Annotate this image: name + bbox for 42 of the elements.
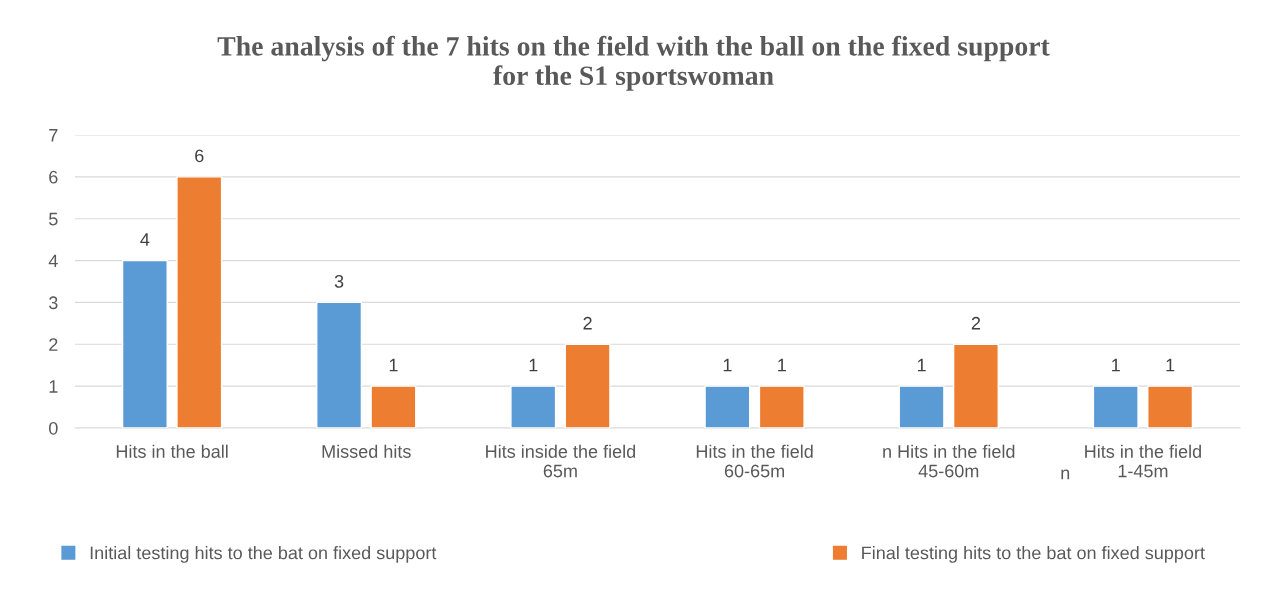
bar: [176, 176, 223, 428]
bar: [758, 385, 805, 428]
bar: [1147, 385, 1194, 428]
bar: [898, 385, 945, 428]
bar: [1092, 385, 1139, 428]
data-label: 2: [583, 316, 592, 330]
bar: [121, 259, 168, 428]
bar: [316, 301, 363, 428]
data-label: 1: [1166, 358, 1175, 372]
data-label: 3: [334, 274, 344, 288]
chart-title: The analysis of the 7 hits on the field with the ball on the fixed support for the S1 sportswoman: [217, 35, 1050, 91]
y-tick-label: 6: [49, 170, 58, 184]
bar: [510, 385, 557, 428]
bar: [564, 343, 611, 428]
data-label: 1: [389, 358, 398, 372]
legend-label: Final testing hits to the bat on fixed support: [862, 546, 1205, 563]
data-label: 6: [195, 149, 204, 163]
legend-label: Initial testing hits to the bat on fixed support: [90, 546, 437, 563]
text: n: [1061, 469, 1070, 480]
data-label: 1: [778, 358, 786, 372]
x-tick-label: Missed hits: [322, 444, 411, 458]
bar: [952, 343, 999, 428]
x-tick-label: Hits in the field 60-65m: [696, 444, 813, 478]
bar: [704, 385, 751, 428]
x-tick-label: Hits in the field 1-45m: [1085, 444, 1201, 478]
y-tick-label: 7: [49, 129, 58, 142]
data-label: 2: [971, 316, 981, 330]
y-tick-label: 3: [48, 296, 58, 310]
data-label: 1: [529, 358, 538, 372]
y-tick-label: 0: [49, 421, 58, 435]
data-label: 4: [140, 233, 150, 246]
y-tick-label: 1: [49, 380, 58, 393]
x-tick-label: n Hits in the field 45-60m: [883, 444, 1015, 478]
y-tick-label: 2: [49, 338, 58, 351]
data-label: 1: [1112, 358, 1120, 372]
x-tick-label: Hits inside the field 65m: [486, 444, 636, 478]
y-tick-label: 5: [49, 212, 58, 226]
bar: [370, 385, 417, 428]
x-tick-label: Hits in the ball: [116, 444, 228, 458]
data-label: 1: [723, 358, 732, 372]
data-label: 1: [917, 358, 926, 372]
y-tick-label: 4: [48, 254, 58, 268]
